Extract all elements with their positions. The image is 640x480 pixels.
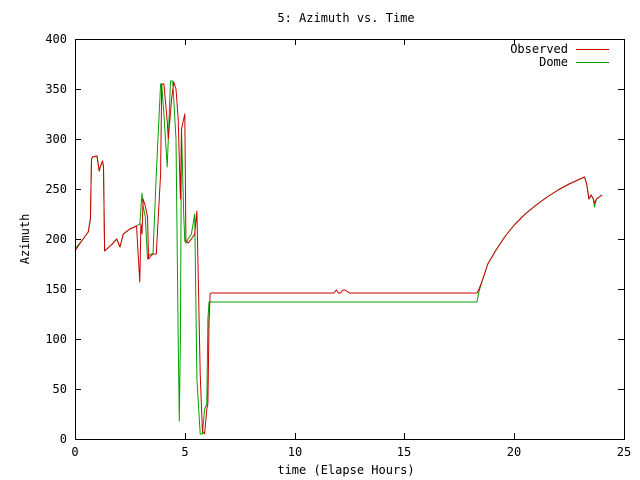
y-tick-label: 200	[45, 232, 67, 246]
x-tick-label: 0	[71, 445, 78, 459]
x-axis-label: time (Elapse Hours)	[277, 463, 414, 477]
chart-title: 5: Azimuth vs. Time	[277, 11, 414, 25]
series-layer	[74, 80, 603, 435]
y-tick-label: 350	[45, 82, 67, 96]
y-tick-label: 300	[45, 132, 67, 146]
y-tick-label: 250	[45, 182, 67, 196]
plot-area-frame	[75, 39, 625, 440]
series-line-observed	[74, 81, 603, 435]
y-tick-label: 150	[45, 282, 67, 296]
y-tick-label: 400	[45, 32, 67, 46]
x-tick-label: 10	[288, 445, 302, 459]
series-line-dome	[74, 80, 603, 435]
y-tick-label: 100	[45, 332, 67, 346]
x-tick-label: 20	[507, 445, 521, 459]
y-axis-label: Azimuth	[18, 214, 32, 265]
legend-label-observed: Observed	[510, 42, 568, 56]
y-tick-label: 50	[53, 382, 67, 396]
x-tick-label: 15	[397, 445, 411, 459]
legend-label-dome: Dome	[539, 55, 568, 69]
y-tick-label: 0	[60, 432, 67, 446]
x-tick-label: 25	[617, 445, 631, 459]
x-tick-label: 5	[181, 445, 188, 459]
